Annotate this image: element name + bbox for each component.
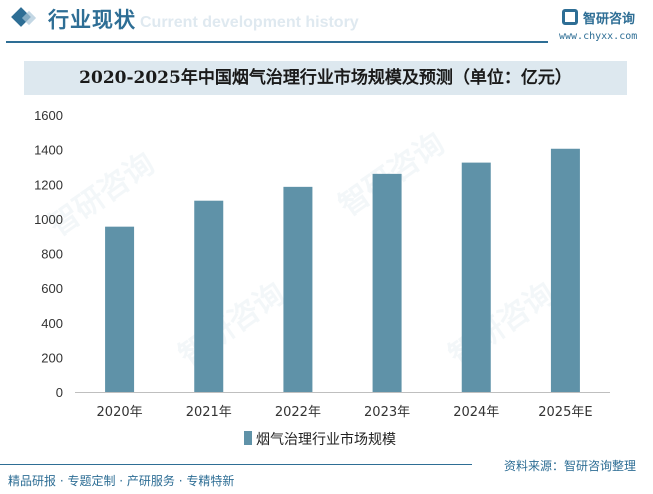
- brand-logo-icon: [562, 9, 578, 25]
- y-tick-label: 1000: [34, 212, 63, 227]
- brand-name: 智研咨询: [583, 12, 636, 27]
- bar: [550, 148, 580, 392]
- y-tick-label: 0: [56, 385, 63, 400]
- chart-title-band: [24, 61, 627, 95]
- y-tick-label: 1200: [34, 177, 63, 192]
- section-title: 行业现状: [48, 8, 136, 32]
- x-tick-label: 2024年: [453, 405, 499, 420]
- footer-tagline: 精品研报 · 专题定制 · 产研服务 · 专精特新: [8, 474, 235, 488]
- legend-label: 烟气治理行业市场规模: [256, 431, 396, 448]
- x-tick-label: 2025年E: [538, 405, 592, 420]
- section-subtitle: Current development history: [140, 14, 359, 31]
- y-tick-label: 600: [41, 281, 63, 296]
- x-tick-label: 2022年: [275, 405, 321, 420]
- bar: [105, 226, 135, 392]
- header-divider: [6, 41, 548, 43]
- bar: [194, 200, 224, 392]
- y-tick-label: 400: [41, 316, 63, 331]
- bar: [372, 173, 402, 392]
- bar: [461, 162, 491, 392]
- y-tick-label: 200: [41, 350, 63, 365]
- y-tick-label: 1400: [34, 143, 63, 158]
- x-tick-label: 2020年: [97, 405, 143, 420]
- y-tick-label: 1600: [34, 108, 63, 123]
- brand-url: www.chyxx.com: [559, 31, 638, 42]
- y-tick-label: 800: [41, 247, 63, 262]
- legend-swatch: [244, 431, 252, 445]
- footer-divider: [0, 464, 472, 465]
- x-tick-label: 2023年: [364, 405, 410, 420]
- chart-title: 2020-2025年中国烟气治理行业市场规模及预测（单位：亿元）: [79, 68, 572, 88]
- section-header: Current development history 行业现状 智研咨询 ww…: [0, 0, 653, 48]
- source-note: 资料来源：智研咨询整理: [504, 459, 637, 473]
- bar: [283, 186, 313, 392]
- x-tick-label: 2021年: [186, 405, 232, 420]
